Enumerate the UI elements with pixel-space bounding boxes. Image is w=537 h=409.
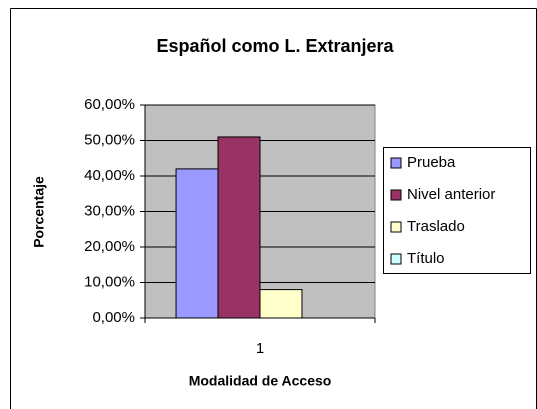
chart-title: Español como L. Extranjera: [156, 36, 394, 56]
legend-swatch: [390, 253, 402, 265]
legend-label: Nivel anterior: [407, 186, 495, 203]
y-axis-label: Porcentaje: [31, 176, 47, 248]
bar: [175, 168, 219, 319]
legend-swatch: [390, 189, 402, 201]
y-tick-label: 60,00%: [84, 96, 135, 113]
y-tick-label: 0,00%: [92, 309, 135, 326]
y-tick-label: 20,00%: [84, 238, 135, 255]
legend-swatch: [390, 221, 402, 233]
y-tick-label: 30,00%: [84, 202, 135, 219]
legend-label: Título: [407, 250, 445, 267]
legend-label: Traslado: [407, 218, 465, 235]
x-axis-label: Modalidad de Acceso: [189, 373, 332, 389]
legend-swatch: [390, 157, 402, 169]
legend-label: Prueba: [407, 154, 456, 171]
bar: [217, 136, 261, 319]
x-tick-label: 1: [256, 340, 264, 357]
y-tick-label: 50,00%: [84, 131, 135, 148]
bar: [259, 289, 303, 319]
y-tick-label: 10,00%: [84, 273, 135, 290]
legend-box: [383, 147, 531, 274]
y-tick-label: 40,00%: [84, 167, 135, 184]
